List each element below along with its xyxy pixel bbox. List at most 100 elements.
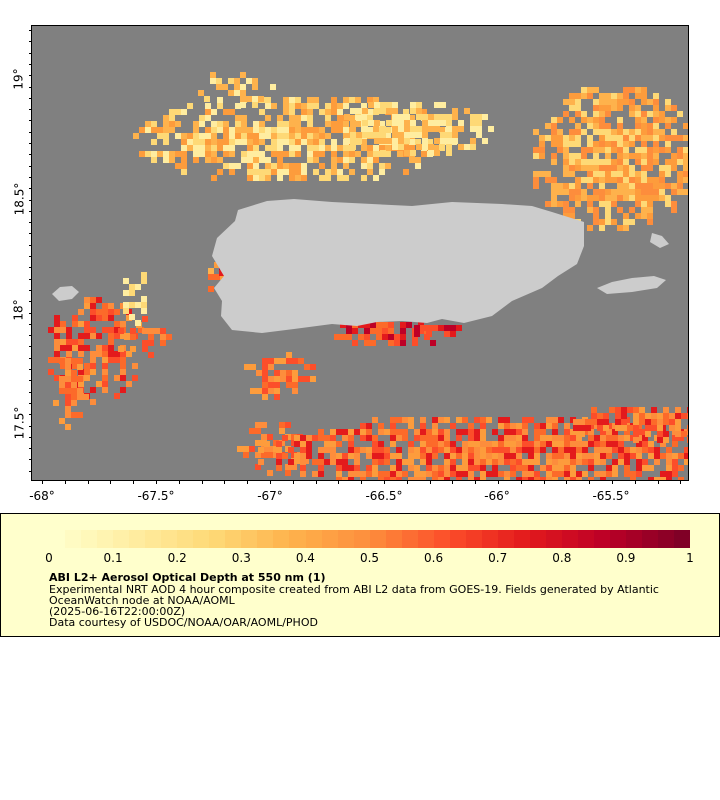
- aod-pixel: [428, 150, 434, 156]
- aod-pixel: [563, 153, 569, 159]
- lon-tick: [520, 481, 522, 484]
- aod-pixel: [307, 115, 313, 121]
- aod-pixel: [372, 459, 378, 465]
- aod-pixel: [528, 447, 534, 453]
- aod-pixel: [647, 165, 653, 171]
- lat-tick: [29, 75, 31, 77]
- aod-pixel: [78, 309, 84, 315]
- lat-tick: [29, 97, 31, 99]
- aod-pixel: [141, 278, 147, 284]
- aod-pixel: [476, 132, 482, 138]
- aod-pixel: [623, 153, 629, 159]
- aod-pixel: [223, 145, 229, 151]
- aod-pixel: [354, 471, 360, 477]
- aod-pixel: [629, 87, 635, 93]
- aod-pixel: [587, 159, 593, 165]
- aod-pixel: [331, 97, 337, 103]
- aod-pixel: [653, 129, 659, 135]
- aod-pixel: [605, 129, 611, 135]
- aod-pixel: [617, 153, 623, 159]
- aod-pixel: [259, 139, 265, 145]
- aod-pixel: [313, 133, 319, 139]
- lon-tick: [178, 481, 180, 484]
- aod-pixel: [145, 151, 151, 157]
- aod-pixel: [593, 165, 599, 171]
- aod-pixel: [330, 459, 336, 465]
- colorbar-segment: [545, 530, 562, 548]
- aod-pixel: [510, 447, 516, 453]
- aod-pixel: [575, 183, 581, 189]
- aod-pixel: [575, 99, 581, 105]
- lon-tick: [566, 481, 568, 484]
- aod-pixel: [374, 102, 380, 108]
- aod-pixel: [223, 121, 229, 127]
- aod-pixel: [396, 459, 402, 465]
- aod-pixel: [615, 407, 621, 413]
- aod-pixel: [516, 435, 522, 441]
- aod-pixel: [594, 459, 600, 465]
- aod-pixel: [665, 105, 671, 111]
- aod-pixel: [540, 441, 546, 447]
- aod-pixel: [83, 394, 89, 400]
- aod-pixel: [360, 471, 366, 477]
- aod-pixel: [450, 465, 456, 471]
- aod-pixel: [633, 437, 639, 443]
- aod-pixel: [169, 109, 175, 115]
- aod-pixel: [439, 127, 445, 133]
- aod-pixel: [647, 195, 653, 201]
- aod-pixel: [169, 121, 175, 127]
- aod-pixel: [623, 195, 629, 201]
- aod-pixel: [623, 225, 629, 231]
- aod-pixel: [108, 345, 114, 351]
- aod-pixel: [635, 117, 641, 123]
- aod-pixel: [59, 376, 65, 382]
- aod-pixel: [366, 429, 372, 435]
- aod-pixel: [482, 138, 488, 144]
- aod-pixel: [633, 425, 639, 431]
- colorbar-segment: [113, 530, 130, 548]
- aod-pixel: [253, 127, 259, 133]
- aod-pixel: [606, 429, 612, 435]
- aod-pixel: [666, 453, 672, 459]
- aod-pixel: [623, 87, 629, 93]
- aod-pixel: [660, 453, 666, 459]
- aod-pixel: [617, 123, 623, 129]
- aod-pixel: [331, 151, 337, 157]
- aod-pixel: [217, 127, 223, 133]
- aod-pixel: [605, 93, 611, 99]
- aod-pixel: [319, 109, 325, 115]
- aod-pixel: [474, 417, 480, 423]
- aod-pixel: [90, 363, 96, 369]
- aod-pixel: [267, 470, 273, 476]
- aod-pixel: [402, 471, 408, 477]
- aod-pixel: [258, 459, 264, 465]
- aod-pixel: [605, 165, 611, 171]
- aod-pixel: [687, 407, 688, 413]
- aod-pixel: [551, 189, 557, 195]
- aod-pixel: [570, 429, 576, 435]
- aod-pixel: [599, 99, 605, 105]
- aod-pixel: [606, 435, 612, 441]
- aod-pixel: [277, 145, 283, 151]
- aod-pixel: [126, 381, 132, 387]
- aod-pixel: [593, 219, 599, 225]
- aod-pixel: [653, 159, 659, 165]
- aod-pixel: [141, 302, 147, 308]
- aod-pixel: [570, 471, 576, 477]
- aod-pixel: [627, 407, 633, 413]
- aod-pixel: [482, 114, 488, 120]
- aod-pixel: [277, 169, 283, 175]
- lat-tick: [29, 41, 31, 43]
- aod-pixel: [217, 121, 223, 127]
- lat-tick: [29, 369, 31, 370]
- aod-pixel: [374, 108, 380, 114]
- aod-pixel: [276, 465, 282, 471]
- aod-pixel: [392, 138, 398, 144]
- aod-pixel: [474, 459, 480, 465]
- aod-pixel: [348, 429, 354, 435]
- aod-pixel: [306, 447, 312, 453]
- aod-pixel: [354, 459, 360, 465]
- aod-pixel: [671, 153, 677, 159]
- aod-pixel: [60, 363, 66, 369]
- colorbar-segment: [642, 530, 659, 548]
